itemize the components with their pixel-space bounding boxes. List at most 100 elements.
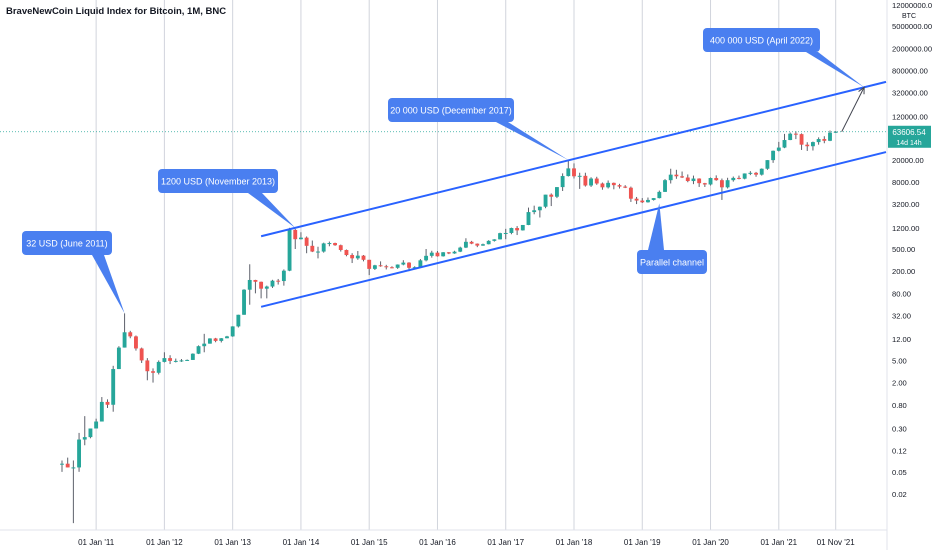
callout-box[interactable] bbox=[388, 98, 514, 122]
candle[interactable] bbox=[822, 136, 827, 144]
candle[interactable] bbox=[708, 177, 713, 186]
candle[interactable] bbox=[202, 333, 207, 353]
candle[interactable] bbox=[646, 197, 650, 203]
candle[interactable] bbox=[435, 251, 440, 257]
candle[interactable] bbox=[242, 289, 246, 315]
candle[interactable] bbox=[281, 269, 286, 286]
candle[interactable] bbox=[828, 130, 832, 142]
candle[interactable] bbox=[168, 355, 173, 365]
candle[interactable] bbox=[600, 182, 605, 190]
candle[interactable] bbox=[719, 178, 724, 200]
candle[interactable] bbox=[452, 250, 457, 254]
candle[interactable] bbox=[253, 279, 258, 294]
candle[interactable] bbox=[463, 238, 468, 249]
candle[interactable] bbox=[560, 173, 565, 191]
candle[interactable] bbox=[537, 206, 542, 218]
candle[interactable] bbox=[145, 358, 150, 381]
candle[interactable] bbox=[754, 171, 758, 177]
candle[interactable] bbox=[634, 196, 639, 205]
candle[interactable] bbox=[617, 183, 622, 189]
callout-box[interactable] bbox=[637, 250, 707, 274]
candle[interactable] bbox=[259, 281, 264, 299]
candle[interactable] bbox=[236, 314, 241, 328]
candle[interactable] bbox=[298, 232, 303, 240]
candle[interactable] bbox=[71, 460, 76, 524]
candle[interactable] bbox=[509, 227, 514, 235]
candle[interactable] bbox=[247, 264, 252, 305]
candle[interactable] bbox=[668, 168, 673, 184]
candle[interactable] bbox=[350, 253, 355, 264]
candle[interactable] bbox=[190, 353, 195, 360]
candle[interactable] bbox=[526, 207, 531, 226]
candle[interactable] bbox=[390, 266, 394, 269]
candle[interactable] bbox=[384, 264, 389, 270]
candle[interactable] bbox=[628, 186, 633, 202]
candle[interactable] bbox=[663, 179, 667, 192]
candle[interactable] bbox=[395, 264, 400, 269]
callout-dec2017[interactable]: 20 000 USD (December 2017) bbox=[388, 98, 569, 161]
candle[interactable] bbox=[458, 246, 463, 253]
candle[interactable] bbox=[651, 198, 656, 201]
candle[interactable] bbox=[611, 182, 616, 190]
candle[interactable] bbox=[782, 133, 787, 149]
candle[interactable] bbox=[338, 244, 343, 252]
candle[interactable] bbox=[264, 285, 269, 299]
candle[interactable] bbox=[77, 432, 82, 472]
candle[interactable] bbox=[65, 457, 70, 468]
candle[interactable] bbox=[156, 360, 161, 375]
candle[interactable] bbox=[674, 169, 679, 179]
candle[interactable] bbox=[714, 175, 719, 181]
candle[interactable] bbox=[799, 133, 804, 150]
candle[interactable] bbox=[554, 187, 559, 199]
candle[interactable] bbox=[88, 428, 93, 439]
candle[interactable] bbox=[424, 249, 429, 262]
candle[interactable] bbox=[759, 168, 764, 176]
candle[interactable] bbox=[316, 246, 320, 259]
candle[interactable] bbox=[378, 261, 383, 267]
candle[interactable] bbox=[99, 397, 104, 422]
candle[interactable] bbox=[185, 359, 190, 361]
candle[interactable] bbox=[441, 252, 446, 257]
candle[interactable] bbox=[702, 182, 707, 187]
candle[interactable] bbox=[788, 132, 793, 141]
candle[interactable] bbox=[481, 243, 485, 246]
candle[interactable] bbox=[623, 185, 628, 189]
x-axis[interactable]: 01 Jan '11 01 Jan '12 01 Jan '13 01 Jan '14… bbox=[0, 529, 887, 547]
candle[interactable] bbox=[60, 460, 64, 472]
annotation-callouts[interactable]: 32 USD (June 2011) 1200 USD (November 201… bbox=[22, 28, 865, 314]
candle[interactable] bbox=[589, 177, 594, 187]
candle[interactable] bbox=[520, 224, 525, 231]
candle[interactable] bbox=[469, 240, 474, 245]
callout-apr2022[interactable]: 400 000 USD (April 2022) bbox=[703, 28, 865, 88]
channel-upper-line[interactable] bbox=[260, 80, 887, 238]
candle[interactable] bbox=[173, 358, 178, 363]
callout-nov2013[interactable]: 1200 USD (November 2013) bbox=[158, 169, 296, 228]
projection-arrow[interactable] bbox=[841, 87, 865, 132]
candle[interactable] bbox=[765, 160, 770, 170]
candle[interactable] bbox=[691, 175, 696, 185]
candle[interactable] bbox=[344, 249, 349, 257]
candle[interactable] bbox=[594, 176, 599, 185]
candle[interactable] bbox=[805, 142, 810, 151]
candle[interactable] bbox=[515, 226, 520, 236]
candle[interactable] bbox=[685, 174, 690, 183]
price-tag[interactable]: 63606.54 14d 14h bbox=[888, 125, 931, 148]
callout-box[interactable] bbox=[703, 28, 820, 52]
candle[interactable] bbox=[657, 190, 662, 199]
candle[interactable] bbox=[287, 227, 292, 272]
candle[interactable] bbox=[543, 194, 548, 209]
candle[interactable] bbox=[606, 180, 611, 189]
candle[interactable] bbox=[492, 239, 497, 242]
candle[interactable] bbox=[372, 264, 377, 270]
candle[interactable] bbox=[116, 346, 121, 370]
candle[interactable] bbox=[327, 241, 332, 247]
callout-box[interactable] bbox=[158, 169, 278, 193]
candle[interactable] bbox=[219, 338, 224, 343]
candle[interactable] bbox=[771, 150, 776, 163]
candle[interactable] bbox=[583, 172, 588, 187]
candle[interactable] bbox=[486, 240, 491, 245]
candle[interactable] bbox=[810, 141, 815, 151]
candle[interactable] bbox=[833, 131, 838, 133]
candle[interactable] bbox=[725, 177, 730, 189]
